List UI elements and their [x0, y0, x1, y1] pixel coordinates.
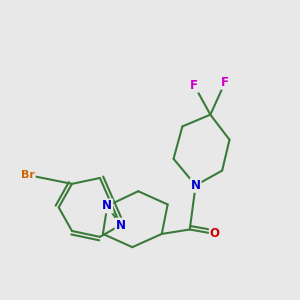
- Text: N: N: [190, 179, 201, 192]
- Text: N: N: [102, 200, 112, 212]
- Text: F: F: [221, 76, 229, 89]
- Text: N: N: [116, 219, 126, 232]
- Text: O: O: [210, 227, 220, 240]
- Text: F: F: [190, 79, 198, 92]
- Text: Br: Br: [21, 170, 35, 180]
